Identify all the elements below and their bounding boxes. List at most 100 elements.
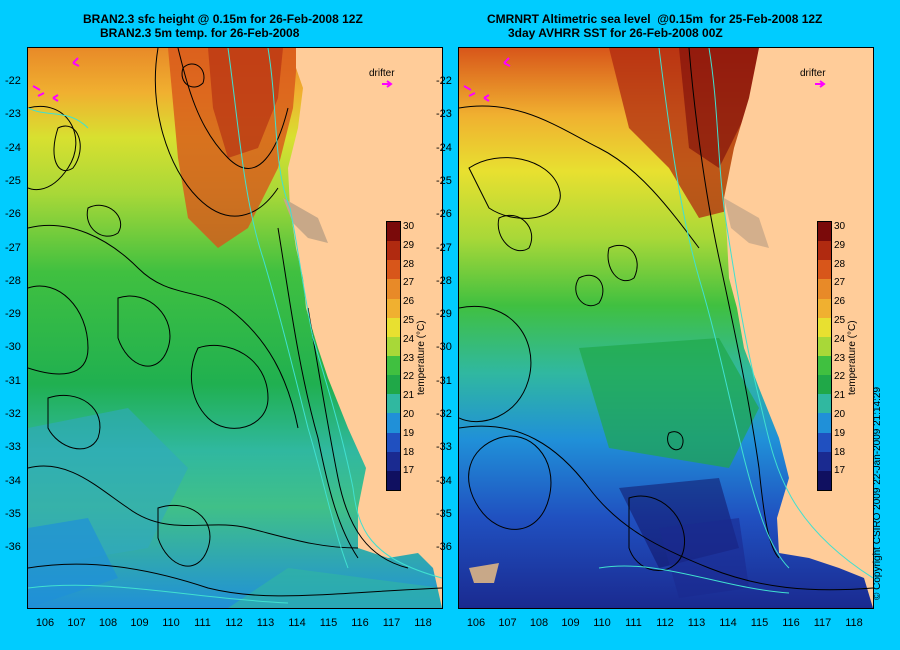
latitude-label: -24	[5, 141, 21, 154]
latitude-label: -22	[436, 75, 452, 87]
latitude-label: -30	[436, 341, 452, 354]
right-map	[459, 48, 873, 608]
colorbar-tick-label: 20	[403, 409, 415, 420]
colorbar-tick-label: 24	[834, 333, 846, 345]
colorbar-tick-label: 18	[403, 446, 415, 458]
latitude-label: -23	[5, 108, 21, 121]
colorbar-swatch	[387, 298, 400, 319]
longitude-label: 118	[845, 617, 863, 629]
colorbar-tick-label: 21	[834, 390, 846, 402]
colorbar-tick-label: 18	[834, 446, 846, 458]
colorbar-tick-label: 30	[834, 221, 846, 232]
latitude-label: -26	[5, 208, 21, 221]
longitude-label: 113	[687, 617, 706, 629]
longitude-label: 108	[529, 617, 549, 629]
latitude-label: -29	[5, 308, 21, 321]
colorbar-swatch	[818, 375, 831, 395]
colorbar-tick-label: 25	[403, 315, 415, 326]
colorbar-swatch	[818, 222, 831, 242]
latitude-label: -25	[5, 174, 21, 187]
colorbar-tick-label: 30	[403, 221, 415, 232]
left-drifter-label: drifter	[369, 68, 395, 79]
latitude-label: -28	[436, 274, 452, 287]
colorbar-swatch	[387, 260, 400, 280]
right-title-line2: 3day AVHRR SST for 26-Feb-2008 00Z	[508, 26, 723, 40]
colorbar-tick-label: 26	[403, 296, 415, 308]
latitude-label: -30	[5, 341, 21, 354]
copyright-notice: © Copyright CSIRO 2009 22-Jan-2009 21:14…	[872, 386, 883, 600]
colorbar-swatch	[387, 279, 400, 300]
longitude-label: 117	[813, 617, 832, 629]
longitude-label: 111	[194, 617, 211, 629]
longitude-label: 107	[67, 617, 86, 629]
longitude-label: 106	[466, 617, 486, 629]
latitude-label: -35	[5, 507, 21, 520]
colorbar-tick-label: 26	[834, 296, 846, 308]
latitude-label: -28	[5, 274, 21, 287]
left-title-line1: BRAN2.3 sfc height @ 0.15m for 26-Feb-20…	[83, 12, 363, 26]
latitude-label: -32	[5, 408, 21, 420]
longitude-label: 110	[593, 617, 611, 629]
colorbar-swatch	[818, 413, 831, 434]
colorbar-swatch	[387, 432, 400, 453]
longitude-label: 114	[719, 617, 737, 629]
right-drifter-label: drifter	[800, 68, 826, 79]
colorbar-tick-label: 24	[403, 333, 415, 345]
colorbar-swatch	[818, 298, 831, 319]
colorbar-swatch	[387, 394, 400, 414]
colorbar-swatch	[818, 356, 831, 376]
colorbar-tick-label: 29	[834, 239, 846, 251]
colorbar-tick-label: 29	[403, 239, 415, 251]
colorbar-swatch	[387, 356, 400, 376]
latitude-label: -27	[5, 241, 21, 254]
colorbar-swatch	[387, 451, 400, 472]
latitude-label: -32	[436, 408, 452, 420]
longitude-label: 116	[782, 617, 800, 629]
colorbar-tick-label: 25	[834, 315, 846, 326]
latitude-label: -34	[436, 474, 452, 487]
left-map	[28, 48, 442, 608]
colorbar-swatch	[818, 432, 831, 453]
latitude-label: -25	[436, 174, 452, 187]
latitude-label: -36	[436, 541, 452, 554]
latitude-label: -31	[436, 374, 452, 387]
latitude-label: -27	[436, 241, 452, 254]
left-colorbar	[386, 221, 401, 491]
latitude-label: -26	[436, 208, 452, 221]
left-drifter-arrow-icon	[382, 80, 393, 88]
latitude-label: -34	[5, 474, 21, 487]
colorbar-swatch	[818, 470, 831, 491]
longitude-label: 109	[561, 617, 580, 629]
latitude-label: -22	[5, 75, 21, 87]
latitude-label: -29	[436, 308, 452, 321]
longitude-label: 115	[319, 617, 338, 629]
longitude-label: 111	[625, 617, 642, 629]
colorbar-swatch	[818, 260, 831, 280]
right-map-panel	[458, 47, 874, 609]
longitude-label: 112	[225, 617, 243, 629]
colorbar-swatch	[387, 241, 400, 261]
colorbar-tick-label: 20	[834, 409, 846, 420]
colorbar-swatch	[818, 336, 831, 357]
longitude-label: 112	[656, 617, 674, 629]
colorbar-tick-label: 22	[403, 371, 415, 383]
colorbar-tick-label: 23	[403, 352, 415, 364]
latitude-label: -24	[436, 141, 452, 154]
longitude-label: 110	[162, 617, 180, 629]
latitude-label: -36	[5, 541, 21, 554]
latitude-label: -23	[436, 108, 452, 121]
right-title-line1: CMRNRT Altimetric sea level @0.15m for 2…	[487, 12, 823, 26]
left-colorbar-title: temperature (°C)	[416, 320, 427, 395]
longitude-label: 106	[35, 617, 55, 629]
colorbar-tick-label: 19	[834, 427, 846, 439]
longitude-label: 117	[382, 617, 401, 629]
longitude-label: 109	[130, 617, 149, 629]
latitude-label: -35	[436, 507, 452, 520]
longitude-label: 115	[750, 617, 769, 629]
colorbar-tick-label: 27	[834, 277, 846, 289]
colorbar-tick-label: 28	[403, 258, 415, 270]
colorbar-tick-label: 22	[834, 371, 846, 383]
colorbar-tick-label: 19	[403, 427, 415, 439]
left-title-line2: BRAN2.3 5m temp. for 26-Feb-2008	[100, 26, 300, 40]
colorbar-swatch	[387, 375, 400, 395]
